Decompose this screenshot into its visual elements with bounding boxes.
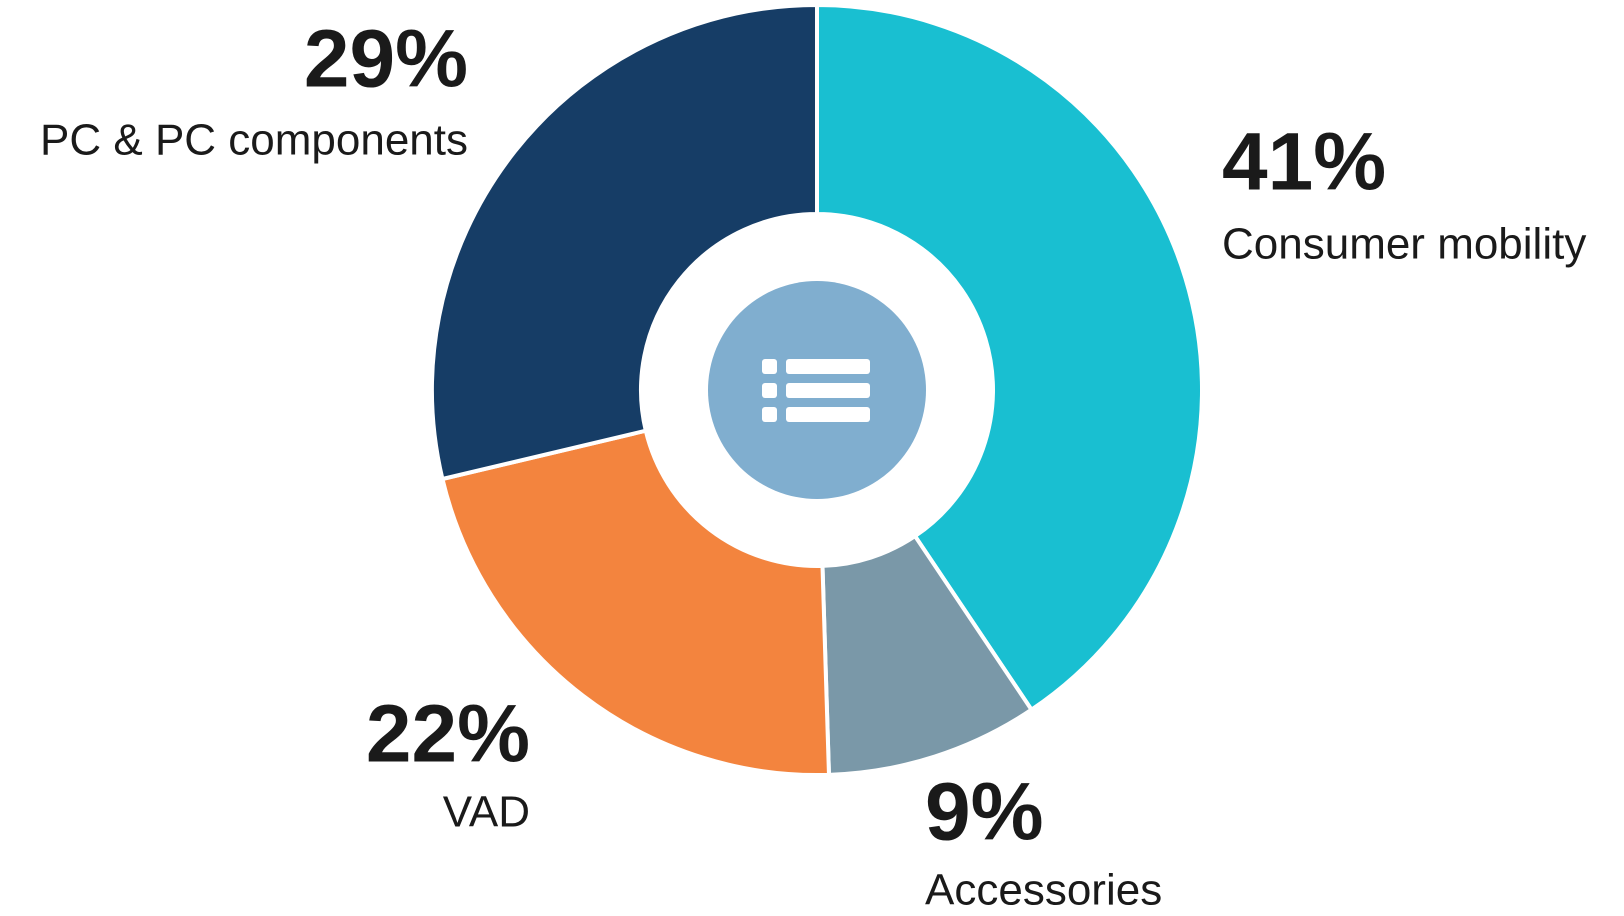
value-label: 9%: [925, 767, 1044, 858]
value-label: 29%: [304, 14, 468, 105]
center-icon: [708, 281, 926, 499]
donut: [430, 2, 1204, 777]
category-label: Consumer mobility: [1222, 220, 1586, 269]
list-icon: [762, 359, 870, 422]
slice: [815, 2, 1204, 713]
category-label: VAD: [443, 788, 530, 837]
category-label: PC & PC components: [40, 116, 468, 165]
value-label: 41%: [1222, 117, 1386, 208]
slice: [440, 428, 832, 777]
category-label: Accessories: [925, 866, 1162, 915]
slice: [430, 2, 819, 482]
slice: [820, 533, 1035, 777]
value-label: 22%: [366, 689, 530, 780]
